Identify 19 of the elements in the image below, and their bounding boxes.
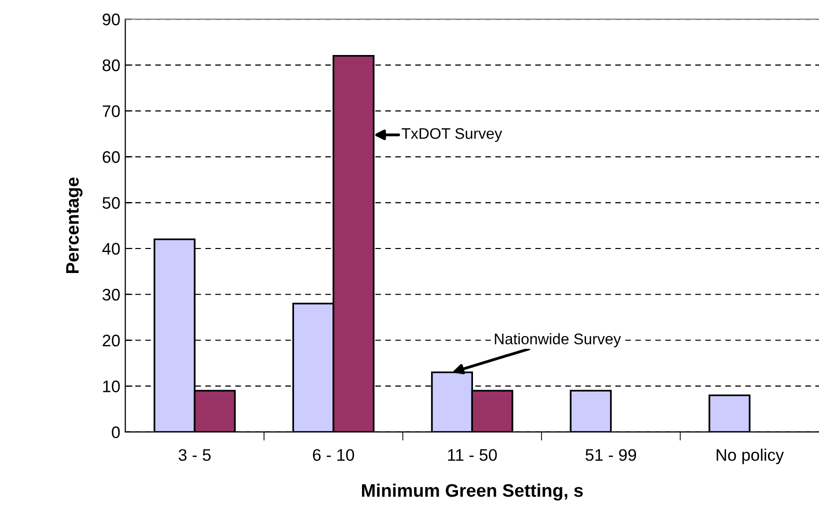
- y-tick-label: 0: [112, 426, 120, 438]
- y-axis-title: Percentage: [66, 178, 82, 274]
- x-axis-title: Minimum Green Setting, s: [362, 484, 583, 501]
- y-tick-label: 50: [102, 197, 120, 209]
- y-tick-label: 90: [102, 14, 120, 26]
- text: Nationwide Survey: [494, 333, 622, 348]
- x-tick-label: 6 - 10: [312, 449, 354, 461]
- y-tick-label: 60: [102, 151, 120, 163]
- y-tick-label: 70: [102, 105, 120, 118]
- y-tick-label: 40: [102, 242, 120, 255]
- x-tick-label: 3 - 5: [178, 449, 211, 461]
- y-tick-label: 80: [102, 59, 120, 72]
- y-tick-label: 20: [102, 334, 120, 346]
- x-tick-label: No policy: [716, 448, 784, 464]
- x-tick-label: 11 - 50: [448, 449, 497, 461]
- y-tick-label: 10: [103, 380, 120, 392]
- x-tick-label: 51 - 99: [586, 449, 636, 461]
- y-tick-label: 30: [102, 288, 120, 301]
- legend-label: TxDOT Survey: [402, 128, 502, 142]
